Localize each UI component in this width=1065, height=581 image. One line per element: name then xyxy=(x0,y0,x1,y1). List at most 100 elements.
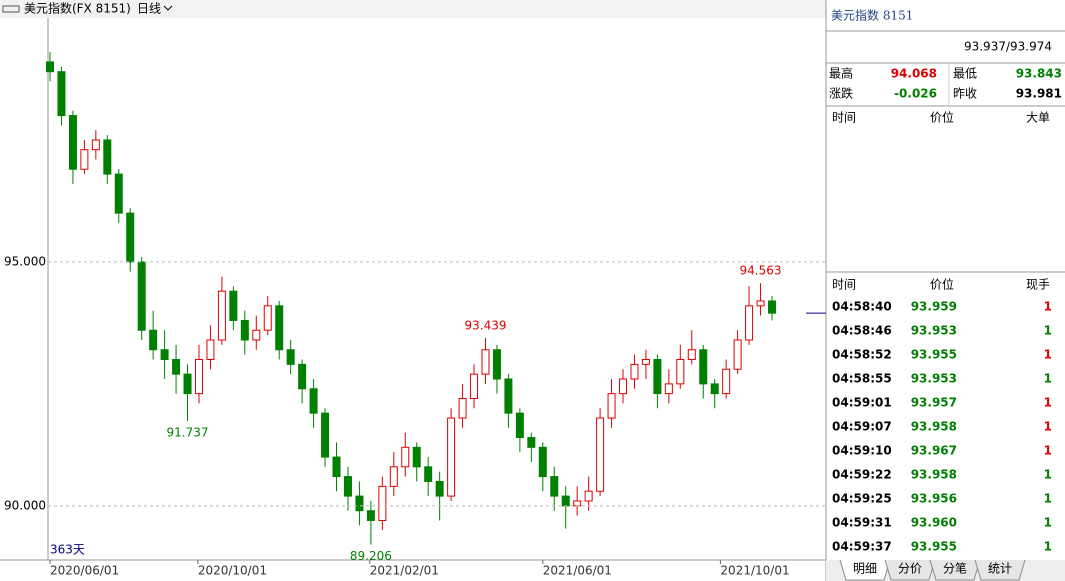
trade-volume: 1 xyxy=(1044,324,1052,338)
candle-body xyxy=(355,495,364,512)
trade-price: 93.956 xyxy=(911,492,957,506)
candle-body xyxy=(275,305,284,351)
tab[interactable]: 分价 xyxy=(898,562,922,576)
candle-body xyxy=(126,212,135,263)
candle-body xyxy=(240,319,249,341)
extreme-label: 93.439 xyxy=(464,319,506,333)
candle-body xyxy=(389,466,398,487)
tab[interactable]: 统计 xyxy=(988,562,1012,576)
trade-time: 04:59:31 xyxy=(832,516,892,530)
trade-volume: 1 xyxy=(1044,444,1052,458)
candle-body xyxy=(68,115,77,170)
candle-body xyxy=(343,476,352,497)
candle-body xyxy=(515,412,524,439)
quote-price: 93.937/93.974 xyxy=(964,40,1052,54)
candle-body xyxy=(252,329,261,341)
candle-body xyxy=(641,358,650,365)
candle-body xyxy=(366,510,375,521)
candle-body xyxy=(149,329,158,351)
period-selector[interactable]: 日线 xyxy=(137,2,161,16)
candle-body xyxy=(504,378,513,414)
candle-body xyxy=(401,446,410,468)
y-tick-label: 90.000 xyxy=(4,498,46,512)
trade-time: 04:58:40 xyxy=(832,300,892,314)
span-label: 363天 xyxy=(50,543,85,557)
trade-volume: 1 xyxy=(1044,420,1052,434)
x-tick-label: 2020/06/01 xyxy=(50,564,119,578)
column-header: 大单 xyxy=(1026,111,1050,125)
candle-body xyxy=(550,476,559,497)
candle-body xyxy=(676,358,685,385)
candle-body xyxy=(584,490,593,502)
trade-price: 93.955 xyxy=(911,540,957,554)
extreme-label: 91.737 xyxy=(167,426,209,440)
dropdown-arrow xyxy=(163,5,173,11)
candle-body xyxy=(573,500,582,507)
trade-time: 04:58:52 xyxy=(832,348,892,362)
column-header: 价位 xyxy=(930,277,954,292)
candles xyxy=(46,52,776,545)
candle-body xyxy=(561,495,570,507)
trade-time: 04:59:10 xyxy=(832,444,892,458)
candle-body xyxy=(332,456,341,478)
candle-body xyxy=(57,71,66,117)
candle-body xyxy=(194,358,203,395)
trade-time: 04:59:37 xyxy=(832,540,892,554)
candle-body xyxy=(710,383,719,395)
stat-label: 涨跌 xyxy=(829,86,853,101)
chart-title: 美元指数(FX 8151) xyxy=(24,1,131,16)
stat-value: 93.981 xyxy=(1016,87,1062,101)
quote-name: 美元指数 8151 xyxy=(831,8,913,23)
icon xyxy=(2,5,20,13)
trade-price: 93.953 xyxy=(911,372,957,386)
candle-body xyxy=(298,363,307,390)
x-tick-label: 2021/06/01 xyxy=(543,564,612,578)
candle-body xyxy=(114,173,123,214)
candle-body xyxy=(321,412,330,458)
stat-label: 最低 xyxy=(953,67,977,81)
tab[interactable]: 明细 xyxy=(853,562,877,576)
extreme-label: 89.206 xyxy=(350,549,392,563)
candle-body xyxy=(435,480,444,497)
column-header: 时间 xyxy=(832,111,856,125)
candle-body xyxy=(91,139,100,151)
candle-body xyxy=(183,373,192,395)
candle-body xyxy=(699,349,708,385)
column-header: 时间 xyxy=(832,278,856,292)
trade-volume: 1 xyxy=(1044,300,1052,314)
trade-price: 93.953 xyxy=(911,324,957,338)
candle-body xyxy=(206,339,215,360)
candle-body xyxy=(263,305,272,331)
stat-value: -0.026 xyxy=(894,87,937,101)
stat-label: 昨收 xyxy=(953,87,977,101)
tab-shape xyxy=(839,559,891,581)
trade-price: 93.958 xyxy=(911,420,957,434)
candle-body xyxy=(424,466,433,482)
candle-body xyxy=(103,139,112,175)
tab[interactable]: 分笔 xyxy=(943,561,967,576)
candle-body xyxy=(481,349,490,375)
candle-body xyxy=(527,437,536,448)
trade-time: 04:59:22 xyxy=(832,468,892,482)
trade-volume: 1 xyxy=(1044,396,1052,410)
trade-time: 04:58:46 xyxy=(832,324,892,338)
stat-value: 93.843 xyxy=(1016,67,1062,81)
candle-body xyxy=(229,290,238,321)
trade-price: 93.967 xyxy=(911,444,957,458)
trade-price: 93.955 xyxy=(911,348,957,362)
candle-body xyxy=(619,378,628,395)
candle-body xyxy=(653,358,662,395)
column-header: 价位 xyxy=(930,110,954,125)
trade-time: 04:59:01 xyxy=(832,396,892,410)
column-header: 现手 xyxy=(1026,278,1050,292)
trade-time: 04:58:55 xyxy=(832,372,892,386)
chart-header-bar xyxy=(0,0,826,18)
trade-volume: 1 xyxy=(1044,372,1052,386)
trade-volume: 1 xyxy=(1044,492,1052,506)
trade-price: 93.960 xyxy=(911,516,957,530)
tab-shape xyxy=(974,559,1026,581)
x-tick-label: 2020/10/01 xyxy=(198,564,267,578)
